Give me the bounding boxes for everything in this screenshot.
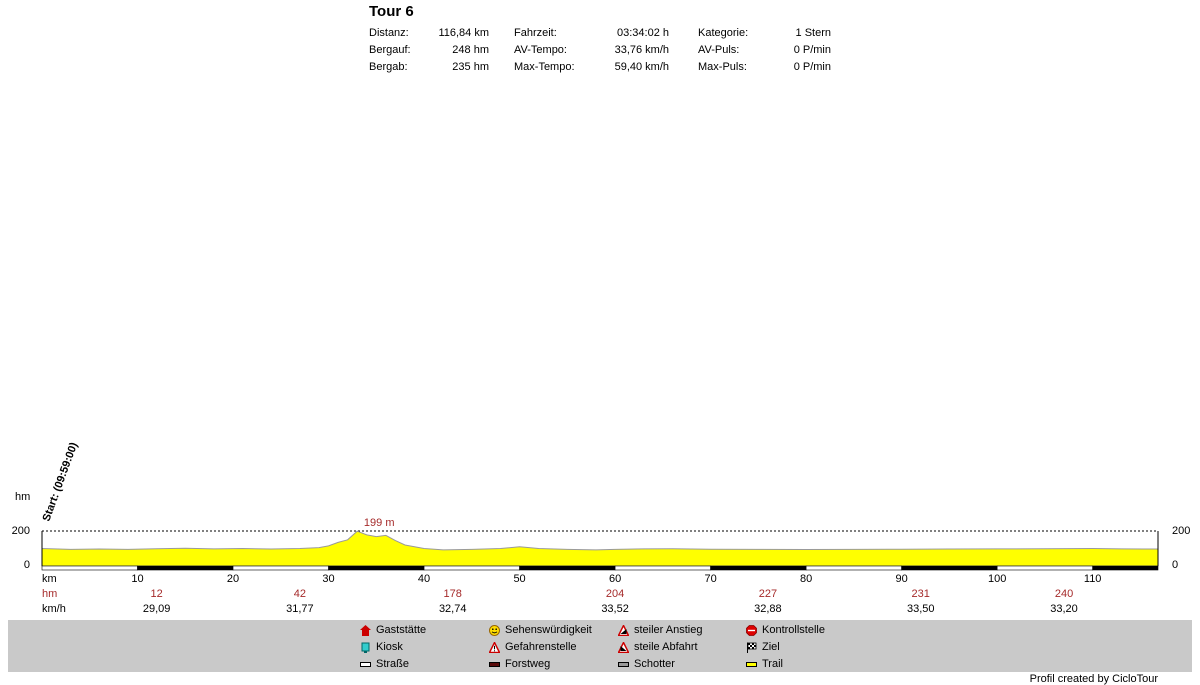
y-tick-label-left-top: 200 — [12, 525, 30, 537]
speed-value: 33,52 — [601, 603, 629, 615]
start-time-label: Start: (09:59:00) — [41, 440, 81, 523]
surface-segment — [614, 565, 711, 571]
smiley-icon — [489, 625, 500, 636]
house-icon — [360, 625, 371, 636]
warning-icon — [488, 640, 501, 654]
stat-label-av-tempo: AV-Tempo: — [514, 44, 567, 56]
stat-value-fahrzeit: 03:34:02 h — [617, 27, 669, 39]
surface-segment — [710, 565, 807, 571]
surface-segment — [328, 565, 425, 571]
surface-segment — [901, 565, 998, 571]
x-tick-label: 90 — [896, 573, 908, 585]
steep-climb-icon — [617, 623, 630, 637]
hm-row-label: hm — [42, 588, 57, 600]
legend-item-schotter: Schotter — [618, 658, 675, 671]
road-icon — [360, 659, 371, 670]
speed-value: 32,88 — [754, 603, 782, 615]
legend-item-gefahrenstelle: Gefahrenstelle — [488, 640, 577, 654]
x-tick-label: 80 — [800, 573, 812, 585]
surface-strip — [41, 565, 1159, 571]
stat-label-kategorie: Kategorie: — [698, 27, 749, 39]
speed-row-label: km/h — [42, 603, 66, 615]
surface-segment — [1092, 565, 1159, 571]
legend-item-gaststaette: Gaststätte — [360, 624, 426, 637]
legend: Gaststätte Kiosk Straße Sehenswürdigkeit… — [8, 620, 1192, 672]
stat-label-max-tempo: Max-Tempo: — [514, 61, 575, 73]
stat-value-bergauf: 248 hm — [452, 44, 489, 56]
hm-value: 240 — [1055, 588, 1073, 600]
stat-value-bergab: 235 hm — [452, 61, 489, 73]
steep-descent-icon — [617, 640, 630, 654]
hm-value: 178 — [444, 588, 462, 600]
stat-value-distanz: 116,84 km — [438, 27, 489, 39]
x-tick-label: 20 — [227, 573, 239, 585]
elevation-profile-chart: hm 200 0 200 0 199 m Start: (09:59:00) k… — [12, 440, 1191, 615]
legend-item-steile-abfahrt: steile Abfahrt — [617, 640, 698, 654]
speed-value: 29,09 — [143, 603, 171, 615]
stat-label-fahrzeit: Fahrzeit: — [514, 27, 557, 39]
footer-credit: Profil created by CicloTour — [1029, 673, 1158, 685]
x-tick-label: 100 — [988, 573, 1006, 585]
surface-segment — [996, 565, 1093, 571]
hm-value: 227 — [759, 588, 777, 600]
legend-item-forstweg: Forstweg — [489, 658, 550, 671]
stat-label-av-puls: AV-Puls: — [698, 44, 740, 56]
y-tick-label-left-bottom: 0 — [24, 559, 30, 571]
x-tick-label: 30 — [322, 573, 334, 585]
x-tick-label: 10 — [131, 573, 143, 585]
stat-value-av-tempo: 33,76 km/h — [614, 44, 669, 56]
surface-segment — [41, 565, 138, 571]
legend-item-kiosk: Kiosk — [360, 641, 403, 654]
legend-item-sehenswuerdigkeit: Sehenswürdigkeit — [489, 624, 592, 637]
trail-icon — [746, 659, 757, 670]
legend-item-kontrollstelle: Kontrollstelle — [746, 624, 825, 637]
gravel-icon — [618, 659, 629, 670]
hm-value: 12 — [150, 588, 162, 600]
surface-segment — [519, 565, 616, 571]
peak-elevation-label: 199 m — [364, 517, 395, 529]
legend-item-trail: Trail — [746, 658, 783, 671]
stat-label-bergauf: Bergauf: — [369, 44, 411, 56]
x-tick-label: 110 — [1084, 573, 1102, 585]
stat-value-av-puls: 0 P/min — [793, 44, 831, 56]
stat-value-kategorie: 1 Stern — [795, 27, 831, 39]
stat-label-distanz: Distanz: — [369, 27, 409, 39]
speed-value: 31,77 — [286, 603, 314, 615]
forest-road-icon — [489, 659, 500, 670]
legend-item-steiler-anstieg: steiler Anstieg — [617, 623, 702, 637]
y-axis-label: hm — [15, 491, 30, 503]
kiosk-icon — [360, 642, 371, 653]
stat-value-max-tempo: 59,40 km/h — [614, 61, 669, 73]
x-tick-labels: 10 20 30 40 50 60 70 80 90 100 110 — [131, 573, 1101, 585]
finish-flag-icon — [746, 642, 757, 653]
y-tick-label-right-bottom: 0 — [1172, 559, 1178, 571]
stat-label-max-puls: Max-Puls: — [698, 61, 747, 73]
speed-value: 33,50 — [907, 603, 935, 615]
surface-segment — [137, 565, 234, 571]
surface-segment — [423, 565, 520, 571]
x-axis-label: km — [42, 573, 57, 585]
speed-row: 29,09 31,77 32,74 33,52 32,88 33,50 33,20 — [143, 603, 1078, 615]
y-tick-label-right-top: 200 — [1172, 525, 1190, 537]
hm-value: 204 — [606, 588, 624, 600]
legend-item-ziel: Ziel — [746, 641, 780, 654]
x-tick-label: 50 — [513, 573, 525, 585]
hm-value: 231 — [912, 588, 930, 600]
surface-segment — [232, 565, 329, 571]
legend-item-strasse: Straße — [360, 658, 409, 671]
stop-icon — [746, 625, 757, 636]
speed-value: 32,74 — [439, 603, 467, 615]
speed-value: 33,20 — [1050, 603, 1078, 615]
tour-title: Tour 6 — [369, 3, 414, 20]
stat-value-max-puls: 0 P/min — [793, 61, 831, 73]
x-tick-label: 60 — [609, 573, 621, 585]
elevation-area — [41, 530, 1159, 567]
x-tick-label: 70 — [704, 573, 716, 585]
x-tick-label: 40 — [418, 573, 430, 585]
hm-row: 12 42 178 204 227 231 240 — [150, 588, 1073, 600]
hm-value: 42 — [294, 588, 306, 600]
stat-label-bergab: Bergab: — [369, 61, 408, 73]
surface-segment — [805, 565, 902, 571]
